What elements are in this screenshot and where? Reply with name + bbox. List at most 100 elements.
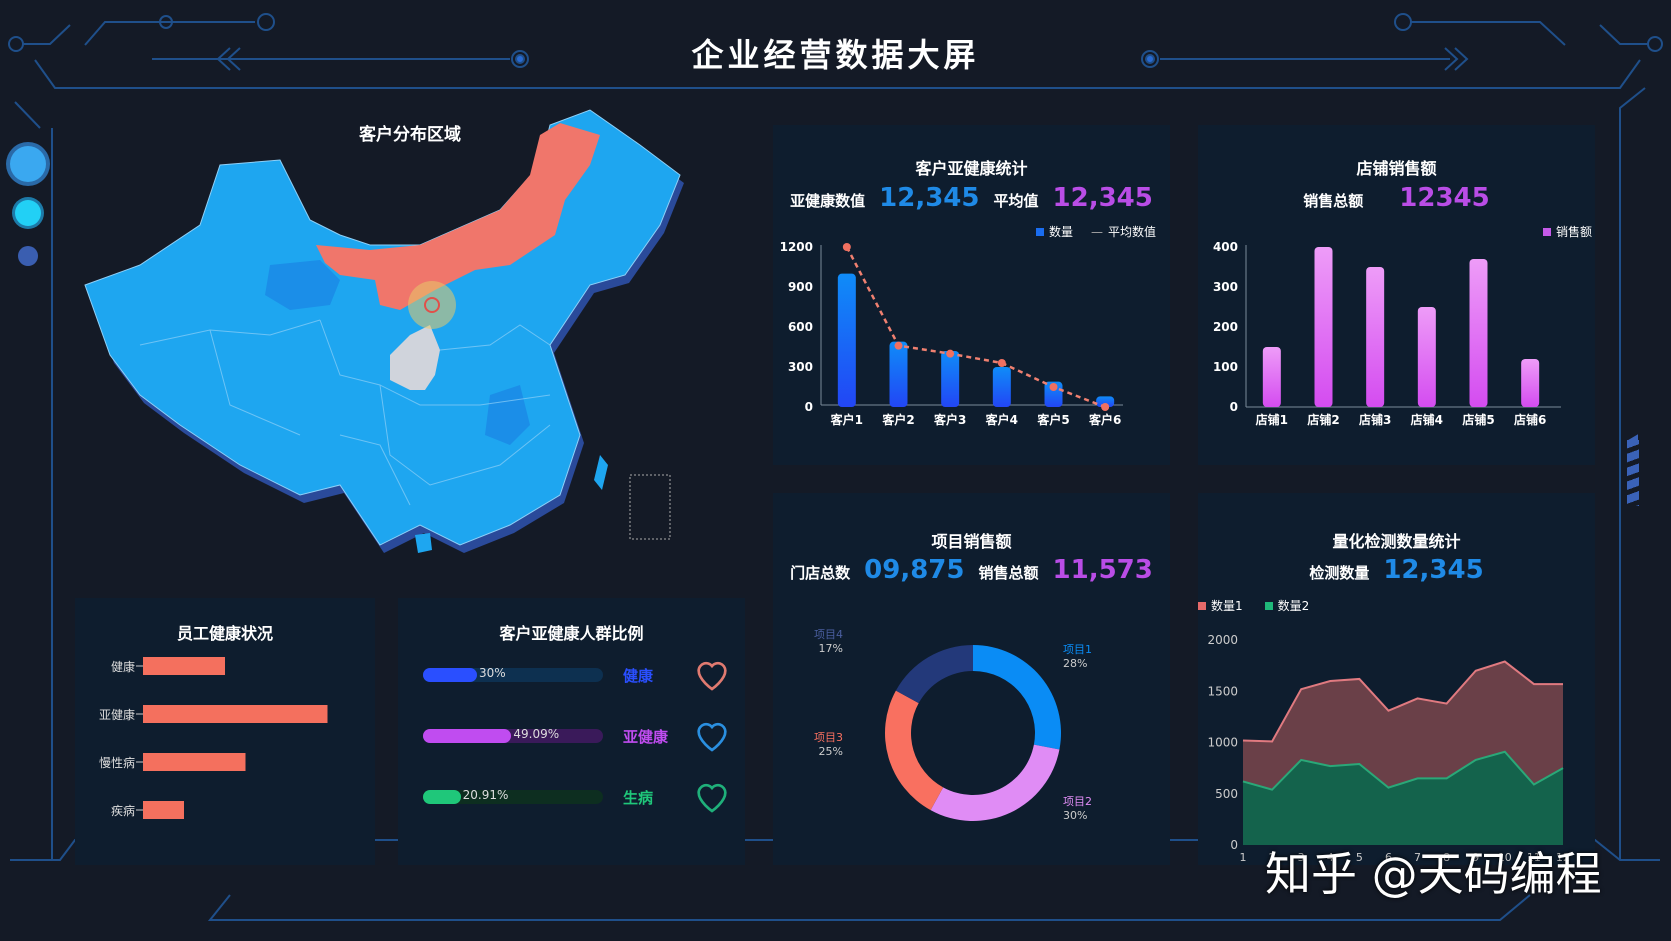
legend-item[interactable]: — 平均数值 [1091,225,1157,239]
svg-text:慢性病: 慢性病 [99,755,135,770]
bar[interactable] [1469,259,1488,407]
ratio-row: 20.91% 生病 [423,782,743,813]
svg-text:店铺2: 店铺2 [1307,412,1339,427]
stat-value: 12,345 [1052,183,1153,213]
donut-slice[interactable] [885,690,944,811]
svg-text:1200: 1200 [780,240,813,254]
legend-item[interactable]: 数量 [1036,223,1073,240]
stat-label: 销售总额 [978,564,1039,582]
donut-slice[interactable] [895,645,973,704]
ratio-row: 30% 健康 [423,660,743,691]
bar[interactable] [837,273,856,407]
bar[interactable] [1417,307,1436,407]
bar[interactable] [143,657,225,675]
store-sales-chart: 0 100 200 300 400 店铺1 店铺2 店铺3 店铺4 店铺5 店铺6 [1213,240,1561,427]
bar[interactable] [889,341,908,407]
svg-text:0: 0 [1230,400,1238,414]
svg-text:客户3: 客户3 [933,412,966,427]
indicator-dot-large [10,146,46,182]
svg-text:2: 2 [1269,851,1276,864]
svg-text:10: 10 [1498,851,1512,864]
progress-track [423,790,603,804]
ratio-label: 生病 [623,789,654,807]
svg-text:1500: 1500 [1207,684,1238,698]
china-map[interactable] [80,105,720,595]
bar[interactable] [143,753,246,771]
svg-text:店铺4: 店铺4 [1411,412,1443,427]
progress-fill [423,729,512,743]
bar[interactable] [992,367,1011,407]
stat-value: 12,345 [879,183,980,213]
svg-text:项目4: 项目4 [814,628,843,641]
panel-title: 项目销售额 [931,532,1012,551]
stat-label: 检测数量 [1309,564,1370,582]
svg-text:0: 0 [1230,838,1238,852]
donut-slice[interactable] [973,645,1061,750]
heart-icon [697,661,727,691]
bar[interactable] [1096,396,1115,407]
map-provinces [84,109,681,546]
svg-text:6: 6 [1385,851,1392,864]
svg-text:3: 3 [1298,851,1305,864]
svg-text:项目3: 项目3 [814,731,843,744]
sub-health-chart: 客户1 客户2 客户3 客户4 客户5 客户6 0 300 600 900 1200 [780,240,1123,427]
stat-label: 销售总额 [1303,192,1364,210]
svg-text:7: 7 [1414,851,1421,864]
svg-text:100: 100 [1213,360,1238,374]
legend-item[interactable]: 数量2 [1264,597,1309,614]
svg-text:客户6: 客户6 [1088,412,1121,427]
bar[interactable] [941,351,960,407]
svg-text:300: 300 [1213,280,1238,294]
bar[interactable] [1366,267,1385,407]
bar[interactable] [1314,247,1333,407]
svg-text:5: 5 [1356,851,1363,864]
heart-icon [697,783,727,813]
panel-title: 客户亚健康统计 [915,159,1028,178]
svg-text:200: 200 [1213,320,1238,334]
stat-label: 平均值 [993,192,1039,210]
progress-pct: 49.09% [513,727,560,741]
bar[interactable] [1262,347,1281,407]
progress-fill [423,668,477,682]
svg-text:疾病: 疾病 [111,803,135,818]
province-taiwan [594,455,608,490]
svg-text:店铺6: 店铺6 [1514,412,1546,427]
svg-text:1: 1 [1240,851,1247,864]
map-title: 客户分布区域 [359,125,461,145]
page-title: 企业经营数据大屏 [691,36,980,74]
ratio-row: 49.09% 亚健康 [423,721,743,752]
svg-text:项目2: 项目2 [1063,795,1092,808]
province-inner-mongolia [316,123,600,310]
svg-text:客户5: 客户5 [1036,412,1069,427]
svg-text:300: 300 [788,360,813,374]
ratio-label: 亚健康 [623,728,669,746]
bar[interactable] [143,705,328,723]
stat-label: 亚健康数值 [790,192,866,210]
legend-item[interactable]: 销售额 [1543,223,1592,240]
stat-value: 11,573 [1052,555,1153,585]
bar[interactable] [143,801,184,819]
panel-sub-health: 客户亚健康统计 亚健康数值 12,345 平均值 12,345 数量 — 平均数值… [773,125,1170,465]
svg-text:400: 400 [1213,240,1238,254]
bar[interactable] [1521,359,1540,407]
heart-icon [697,722,727,752]
bar[interactable] [1044,381,1063,407]
legend-item[interactable]: 数量1 [1198,597,1243,614]
panel-title: 量化检测数量统计 [1332,532,1461,551]
panel-ratio: 客户亚健康人群比例 30% 健康 49.09% 亚健康 20.91% 生病 [398,598,745,865]
svg-text:500: 500 [1215,787,1238,801]
panel-employee-health: 员工健康状况 健康 亚健康 慢性病 疾病 [75,598,375,865]
indicator-dot-small [18,246,38,266]
svg-text:亚健康: 亚健康 [99,707,135,722]
panel-store-sales: 店铺销售额 销售总额 12345 销售额 0 100 200 300 400 店铺1 店铺2… [1198,125,1595,465]
stat-value: 12345 [1399,183,1490,213]
svg-text:17%: 17% [819,642,843,655]
stat-value: 09,875 [864,555,965,585]
svg-text:客户1: 客户1 [830,412,863,427]
stripe-decoration [1627,440,1639,506]
svg-text:项目1: 项目1 [1063,643,1092,656]
donut-slice[interactable] [930,744,1060,821]
